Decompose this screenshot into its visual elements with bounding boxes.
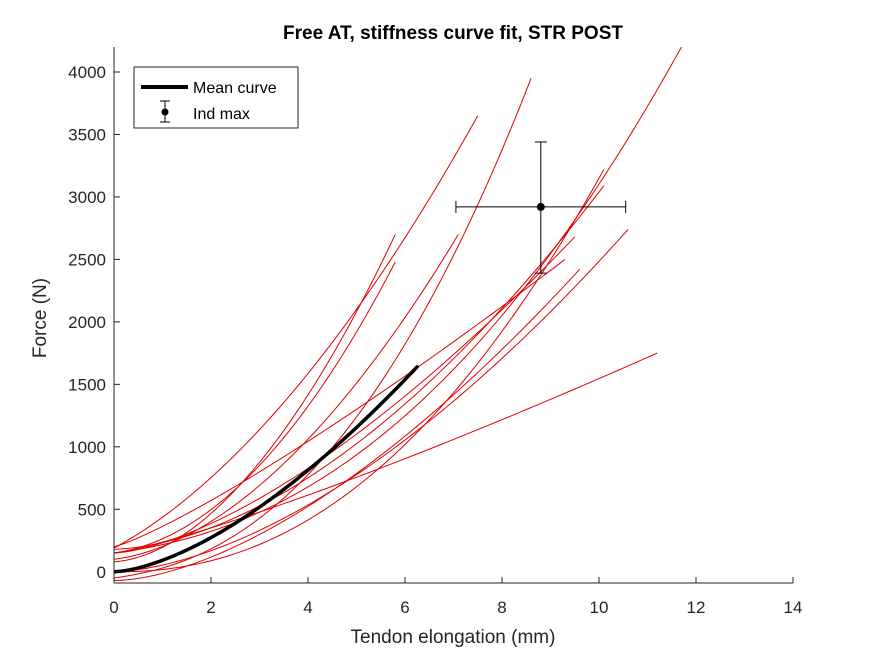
y-tick-label: 3500 [68,125,106,144]
x-tick-label: 12 [687,598,706,617]
individual-curve-subject-9 [114,229,629,573]
y-tick-label: 4000 [68,63,106,82]
individual-curve-subject-12 [114,259,566,548]
individual-curve-subject-7 [114,169,605,573]
mean-curve-layer [114,365,419,574]
y-tick-label: 2500 [68,250,106,269]
curves-layer [114,47,682,581]
y-tick-label: 3000 [68,188,106,207]
y-tick-label: 500 [78,500,106,519]
y-tick-label: 1500 [68,375,106,394]
individual-curve-subject-1 [114,115,479,549]
ind-max-errorbar [455,141,627,274]
individual-curve-subject-3 [114,261,396,554]
plot-area [114,47,793,583]
individual-curve-subject-10 [114,236,576,554]
x-tick-label: 14 [784,598,803,617]
ind-max-point [536,202,545,211]
x-tick-label: 6 [400,598,409,617]
individual-curve-subject-6 [114,234,459,560]
chart-title: Free AT, stiffness curve fit, STR POST [283,23,623,44]
individual-curve-subject-8 [114,185,605,550]
legend-mean-label: Mean curve [193,80,277,97]
legend-box [133,66,299,129]
x-tick-label: 2 [206,598,215,617]
x-ticks: 0 2 4 6 8 10 12 14 [109,577,802,617]
y-tick-label: 0 [97,563,106,582]
x-tick-label: 0 [109,598,118,617]
x-tick-label: 8 [497,598,506,617]
x-tick-label: 4 [303,598,312,617]
x-axis-label: Tendon elongation (mm) [351,627,556,648]
x-tick-label: 10 [590,598,609,617]
y-axis-label: Force (N) [30,278,51,358]
y-ticks: 0 500 1000 1500 2000 2500 3000 3500 4000 [68,63,120,582]
individual-curve-subject-5 [114,47,682,554]
individual-curve-subject-13 [114,352,658,554]
mean-curve [114,365,419,574]
y-tick-label: 1000 [68,438,106,457]
legend: Mean curve Ind max [133,66,299,129]
legend-errorbar-swatch [160,100,170,123]
y-tick-label: 2000 [68,313,106,332]
legend-indmax-label: Ind max [193,106,250,123]
individual-curve-subject-2 [114,234,396,563]
